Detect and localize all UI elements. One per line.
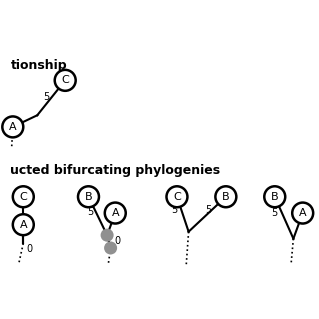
Text: 0: 0 [119,209,125,219]
Circle shape [105,203,126,224]
Text: A: A [299,208,307,218]
Text: 0: 0 [114,236,120,246]
Text: 0: 0 [27,244,33,255]
Text: C: C [19,192,27,202]
Text: B: B [271,192,278,202]
Circle shape [55,70,76,91]
Circle shape [2,116,23,137]
Circle shape [264,186,285,207]
Text: 5: 5 [271,208,277,218]
Text: 5: 5 [171,205,177,215]
Text: B: B [222,192,230,202]
Circle shape [13,214,34,235]
Text: 5: 5 [87,206,93,217]
Text: C: C [173,192,181,202]
Text: C: C [61,75,69,85]
Circle shape [100,229,114,242]
Circle shape [13,186,34,207]
Circle shape [215,186,236,207]
Text: tionship: tionship [11,59,67,72]
Circle shape [167,186,188,207]
Text: B: B [85,192,92,202]
Text: A: A [19,220,27,230]
Circle shape [292,203,313,224]
Circle shape [104,241,117,255]
Text: 5: 5 [43,93,49,102]
Text: ucted bifurcating phylogenies: ucted bifurcating phylogenies [11,164,221,177]
Circle shape [78,186,99,207]
Text: 5: 5 [205,205,211,215]
Text: A: A [9,122,17,132]
Text: A: A [111,208,119,218]
